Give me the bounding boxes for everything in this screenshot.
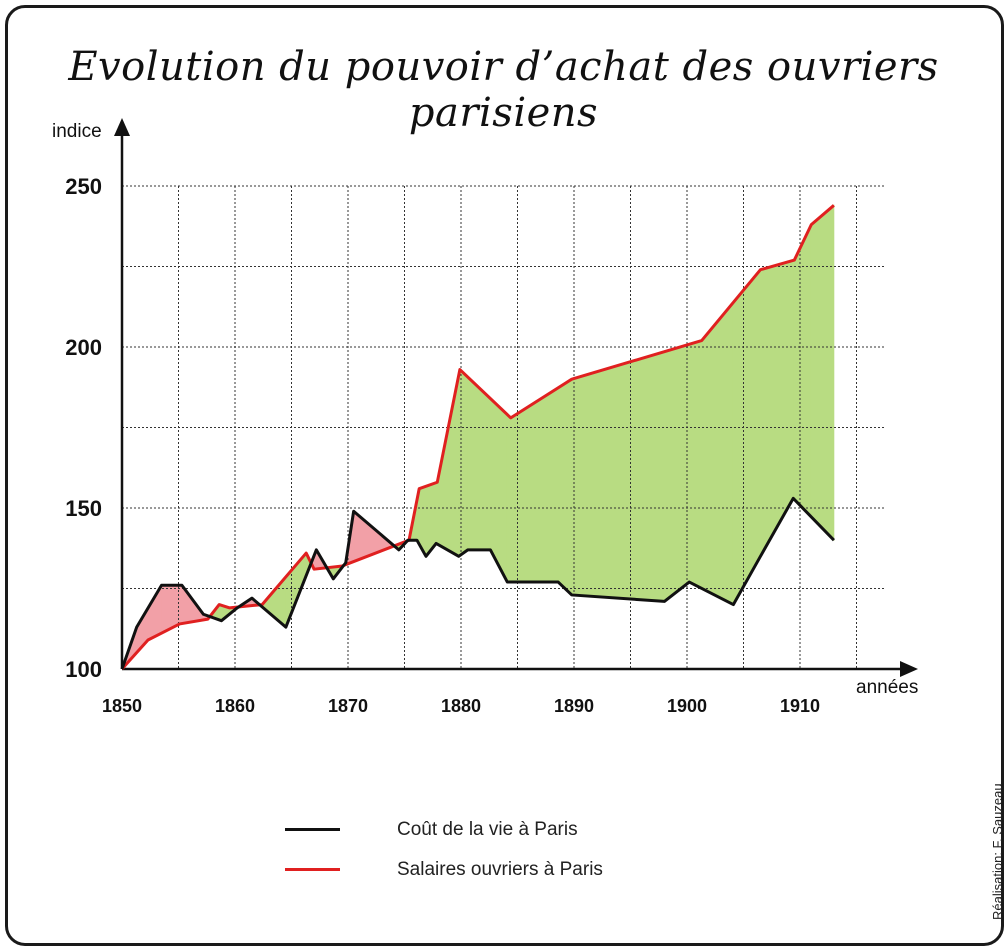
y-axis-arrow	[114, 118, 130, 136]
axes	[114, 118, 918, 677]
fill-segment	[510, 387, 559, 583]
fill-areas	[121, 204, 835, 670]
x-tick-label: 1870	[328, 696, 368, 716]
fill-segment	[793, 224, 812, 518]
x-tick-label: 1850	[102, 696, 142, 716]
x-tick-label: 1900	[667, 696, 707, 716]
series-lines	[120, 204, 835, 671]
legend-label-wages: Salaires ouvriers à Paris	[397, 859, 603, 880]
fill-segment	[571, 351, 665, 602]
legend-swatch-wages	[285, 868, 340, 871]
fill-segment	[688, 340, 703, 590]
x-tick-label: 1880	[441, 696, 481, 716]
grid	[122, 185, 885, 669]
x-axis-arrow	[900, 661, 918, 677]
series-line-cost-of-living	[120, 496, 835, 670]
fill-segment	[810, 204, 835, 542]
fill-segment	[760, 259, 794, 558]
legend-label-cost: Coût de la vie à Paris	[397, 819, 578, 840]
legend-swatch-cost	[285, 828, 340, 831]
credit-text: Réalisation: F. Sauzeau	[990, 783, 1005, 920]
fill-segment	[664, 343, 690, 603]
fill-segment	[732, 268, 761, 607]
y-axis-label: indice	[52, 121, 102, 142]
x-tick-label: 1890	[554, 696, 594, 716]
fill-segment	[701, 301, 734, 606]
y-tick-label: 250	[65, 174, 102, 199]
x-axis-label: années	[856, 677, 918, 698]
fill-segment	[147, 583, 162, 641]
fill-segment	[506, 413, 512, 583]
fill-segment	[467, 376, 491, 551]
y-tick-label: 100	[65, 657, 102, 682]
x-tick-label: 1860	[215, 696, 255, 716]
chart-title: Evolution du pouvoir d’achat des ouvrier…	[68, 44, 939, 136]
y-tick-label: 150	[65, 496, 102, 521]
tick-labels: 100 150 200 250 1850 1860 1870 1880 1890 1900 1910	[65, 174, 820, 716]
x-tick-label: 1910	[780, 696, 820, 716]
fill-segment	[557, 378, 573, 596]
y-tick-label: 200	[65, 335, 102, 360]
